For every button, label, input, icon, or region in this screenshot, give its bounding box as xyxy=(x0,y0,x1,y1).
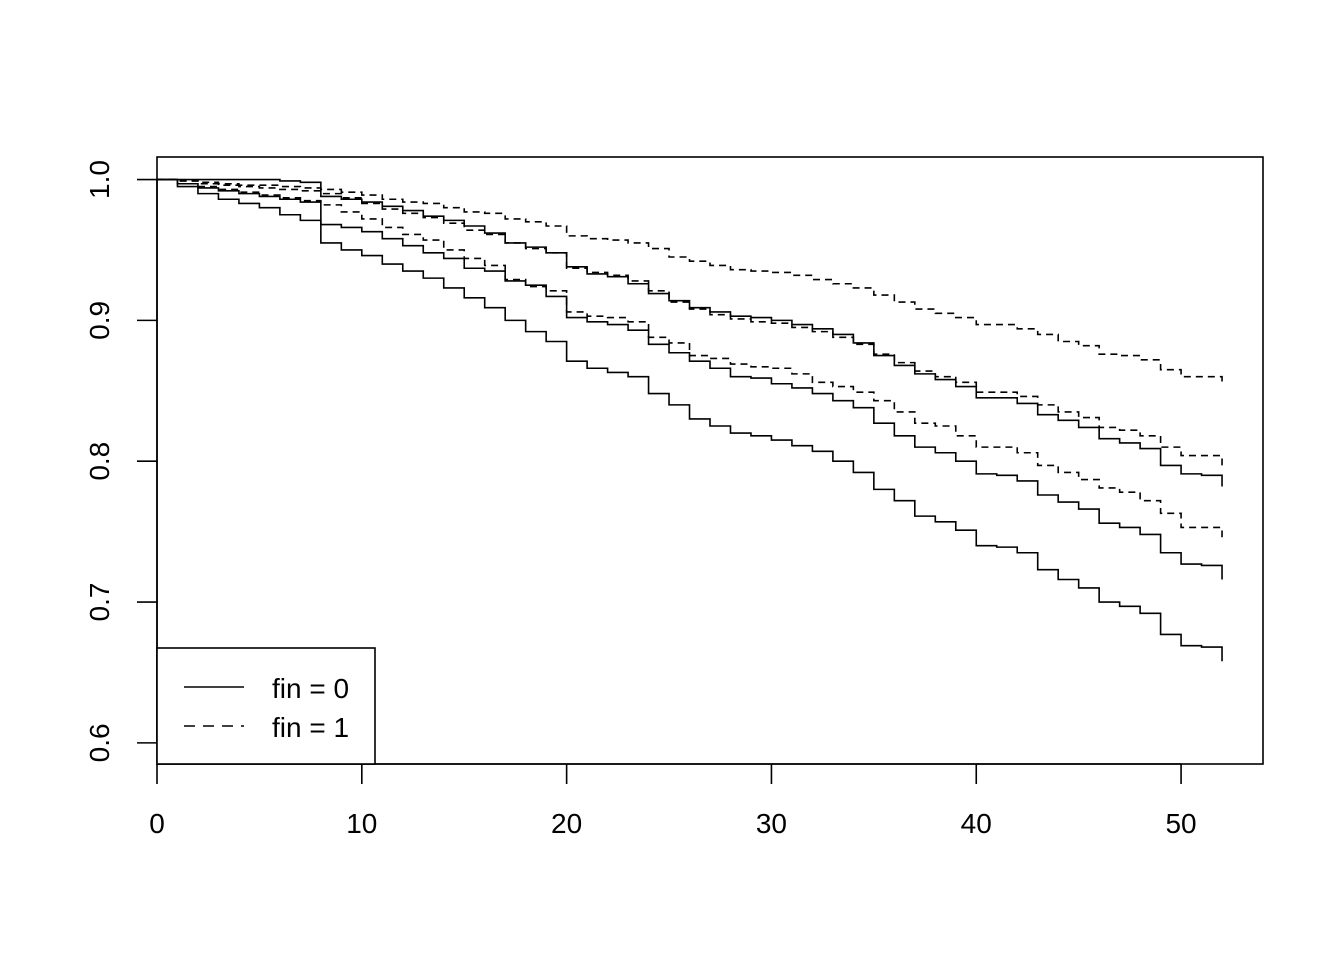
series-layer xyxy=(157,178,1223,662)
y-tick-label: 1.0 xyxy=(84,160,115,199)
series-line-2-solid xyxy=(157,178,1223,580)
series-line-4-dashed xyxy=(157,178,1223,384)
series-line-5-dashed xyxy=(157,178,1223,466)
legend: fin = 0 fin = 1 xyxy=(156,647,376,765)
x-tick-label: 10 xyxy=(346,808,377,839)
series-line-6-dashed xyxy=(157,178,1223,538)
x-tick-label: 50 xyxy=(1165,808,1196,839)
y-tick-label: 0.8 xyxy=(84,442,115,481)
legend-box xyxy=(156,647,376,765)
y-tick-label: 0.9 xyxy=(84,301,115,340)
legend-label-fin-1: fin = 1 xyxy=(272,712,349,743)
x-tick-label: 0 xyxy=(149,808,165,839)
legend-label-fin-0: fin = 0 xyxy=(272,673,349,704)
x-tick-label: 20 xyxy=(551,808,582,839)
series-line-1-solid xyxy=(157,178,1223,662)
y-tick-label: 0.7 xyxy=(84,583,115,622)
y-tick-label: 0.6 xyxy=(84,723,115,762)
x-tick-label: 40 xyxy=(961,808,992,839)
x-axis: 0 10 20 30 40 50 xyxy=(149,763,1197,839)
x-tick-label: 30 xyxy=(756,808,787,839)
